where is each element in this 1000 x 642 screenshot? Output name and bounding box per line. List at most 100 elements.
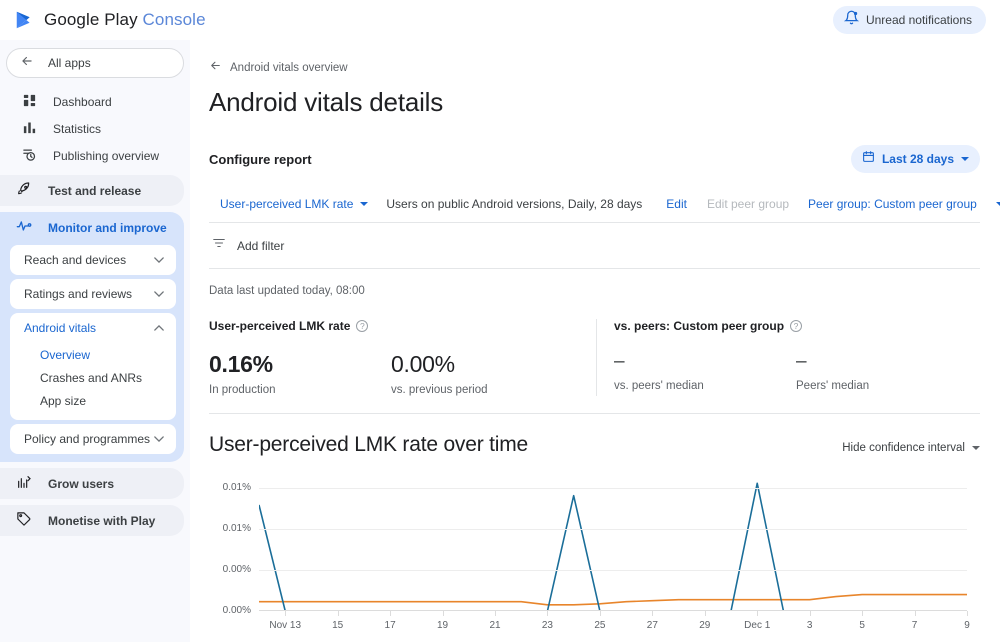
- sidebar-group-grow-users[interactable]: Grow users: [0, 468, 184, 499]
- dashboard-icon: [22, 93, 37, 111]
- x-axis-tick-label: 19: [436, 620, 449, 632]
- x-axis-tick-label: 23: [541, 620, 553, 632]
- x-axis-tick-label: 5: [859, 620, 865, 632]
- metric-value-vs-peers-median: – vs. peers' median: [614, 352, 796, 392]
- metric-value-vs-previous: 0.00% vs. previous period: [391, 352, 573, 396]
- sidebar-item-statistics[interactable]: Statistics: [6, 115, 184, 142]
- help-circle-icon[interactable]: ?: [356, 320, 369, 332]
- x-axis-tick: [599, 611, 601, 617]
- edit-dimensions-button[interactable]: Edit: [666, 197, 687, 211]
- sidebar-subgroup-ratings-and-reviews[interactable]: Ratings and reviews: [10, 279, 176, 309]
- sidebar-label-reach-and-devices: Reach and devices: [24, 253, 127, 267]
- x-axis-tick: [442, 611, 444, 617]
- chevron-down-icon[interactable]: [154, 435, 164, 444]
- add-filter-button[interactable]: Add filter: [209, 223, 980, 269]
- caret-down-icon[interactable]: [360, 202, 369, 206]
- x-axis-tick-label: 9: [964, 620, 970, 632]
- pulse-icon: [16, 218, 32, 237]
- sidebar-item-crashes-and-anrs[interactable]: Crashes and ANRs: [10, 366, 176, 389]
- arrow-left-icon: [209, 59, 222, 77]
- x-axis-tick-label: 7: [911, 620, 918, 632]
- sidebar-group-monitor-and-improve: Monitor and improve Reach and devices Ra…: [0, 212, 184, 462]
- chevron-up-icon[interactable]: [154, 324, 164, 333]
- dimensions-label: Users on public Android versions, Daily,…: [386, 197, 643, 211]
- breadcrumb-label: Android vitals overview: [230, 62, 348, 74]
- caret-down-icon[interactable]: [972, 446, 980, 451]
- x-axis-tick: [862, 611, 864, 617]
- y-axis-tick-label: 0.00%: [222, 563, 251, 575]
- sidebar-label-crashes-and-anrs: Crashes and ANRs: [40, 370, 143, 385]
- gridline: [259, 569, 967, 571]
- hide-confidence-interval-button[interactable]: Hide confidence interval: [842, 442, 980, 454]
- sidebar-label-statistics: Statistics: [53, 121, 102, 136]
- sidebar-item-monitor-and-improve[interactable]: Monitor and improve: [0, 214, 184, 241]
- sidebar-item-publishing-overview[interactable]: Publishing overview: [6, 142, 184, 169]
- sidebar-group-test-and-release[interactable]: Test and release: [0, 175, 184, 206]
- caret-down-icon[interactable]: [995, 202, 1000, 206]
- x-axis-tick-label: 17: [384, 620, 396, 632]
- metric-value-peers-median: – Peers' median: [796, 352, 978, 392]
- grow-icon: [16, 474, 32, 493]
- x-axis-tick-label: 29: [699, 620, 711, 632]
- sidebar-item-overview[interactable]: Overview: [10, 343, 176, 366]
- chevron-down-icon[interactable]: [154, 290, 164, 299]
- all-apps-label: All apps: [48, 56, 91, 70]
- caret-down-icon[interactable]: [961, 157, 969, 161]
- date-range-button[interactable]: Last 28 days: [850, 145, 980, 173]
- sidebar-group-monetise-with-play[interactable]: Monetise with Play: [0, 505, 184, 536]
- sidebar-label-android-vitals: Android vitals: [24, 321, 97, 335]
- bar-chart-icon: [22, 120, 37, 138]
- edit-peer-group-button[interactable]: Edit peer group: [706, 197, 790, 211]
- brand[interactable]: Google Play Console: [0, 0, 206, 40]
- x-axis-tick-label: 3: [806, 620, 813, 632]
- x-axis-tick-label: 25: [594, 620, 606, 632]
- configure-report-title: Configure report: [209, 151, 312, 167]
- tag-icon: [16, 511, 32, 530]
- sidebar-item-monetise-with-play[interactable]: Monetise with Play: [0, 507, 184, 534]
- help-circle-icon[interactable]: ?: [790, 320, 803, 332]
- sidebar-item-grow-users[interactable]: Grow users: [0, 470, 184, 497]
- sidebar-subgroup-policy-and-programmes[interactable]: Policy and programmes: [10, 424, 176, 454]
- configure-row: Configure report Last 28 days: [209, 145, 980, 173]
- metric-select-label: User-perceived LMK rate: [220, 197, 354, 211]
- metric-caption: In production: [209, 384, 276, 397]
- metric-select[interactable]: User-perceived LMK rate: [209, 186, 369, 223]
- sidebar-label-dashboard: Dashboard: [53, 94, 112, 109]
- x-axis-tick: [652, 611, 654, 617]
- sidebar-item-test-and-release[interactable]: Test and release: [0, 177, 184, 204]
- peer-group-select-label[interactable]: Peer group: Custom peer group: [808, 197, 977, 211]
- sidebar-subhead-ratings-and-reviews[interactable]: Ratings and reviews: [10, 279, 176, 309]
- metric-value: 0.00%: [391, 351, 455, 377]
- breadcrumb[interactable]: Android vitals overview: [209, 59, 980, 77]
- publishing-icon: [22, 147, 37, 165]
- sidebar-subgroup-reach-and-devices[interactable]: Reach and devices: [10, 245, 176, 275]
- google-play-logo: [14, 9, 36, 31]
- all-apps-button[interactable]: All apps: [6, 48, 184, 78]
- chart-header: User-perceived LMK rate over time Hide c…: [209, 433, 980, 457]
- x-axis-tick: [285, 611, 287, 617]
- x-axis-tick: [914, 611, 916, 617]
- chart: 0.01% 0.01% 0.00% 0.00% Nov 13 15 17 19 21 23 25 2…: [209, 474, 980, 634]
- metric-caption: vs. peers' median: [614, 379, 704, 392]
- brand-console: Console: [142, 10, 206, 29]
- sidebar-subhead-policy-and-programmes[interactable]: Policy and programmes: [10, 424, 176, 454]
- x-axis-line: [259, 610, 967, 612]
- chart-lines: [259, 474, 967, 611]
- data-updated-label: Data last updated today, 08:00: [209, 285, 365, 297]
- sidebar-label-policy-and-programmes: Policy and programmes: [24, 432, 151, 446]
- configure-bar: User-perceived LMK rate Users on public …: [209, 186, 1000, 223]
- gridline: [259, 487, 967, 489]
- chevron-down-icon[interactable]: [154, 256, 164, 265]
- unread-notifications-button[interactable]: Unread notifications: [832, 6, 986, 34]
- y-axis-tick-label: 0.00%: [222, 605, 251, 617]
- sidebar-label-app-size: App size: [40, 393, 87, 408]
- sidebar-item-dashboard[interactable]: Dashboard: [6, 88, 184, 115]
- notifications-label: Unread notifications: [865, 13, 972, 27]
- metric-caption: Peers' median: [796, 379, 870, 392]
- x-axis-tick-label: Nov 13: [269, 620, 302, 632]
- sidebar-subhead-android-vitals[interactable]: Android vitals: [10, 313, 176, 343]
- sidebar-label-monitor-and-improve: Monitor and improve: [48, 220, 167, 235]
- sidebar-subhead-reach-and-devices[interactable]: Reach and devices: [10, 245, 176, 275]
- sidebar-item-app-size[interactable]: App size: [10, 389, 176, 412]
